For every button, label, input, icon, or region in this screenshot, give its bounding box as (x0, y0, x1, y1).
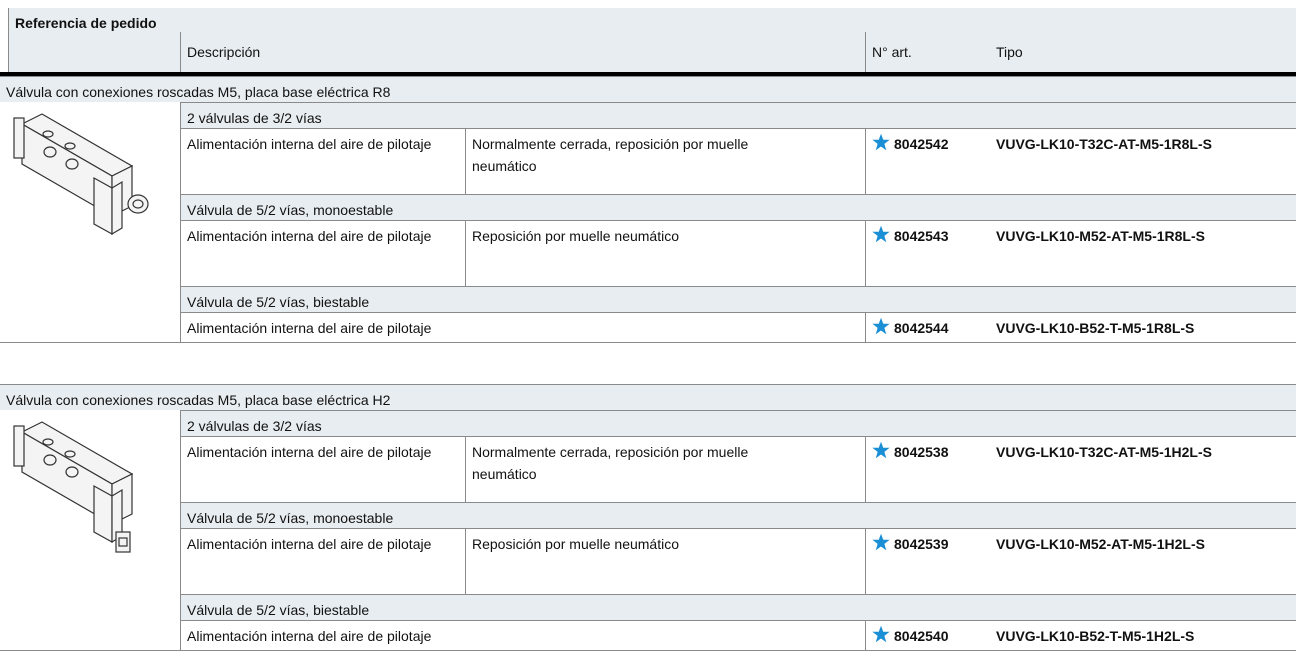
article-number-text: 8042544 (894, 320, 949, 336)
article-number-text: 8042542 (894, 136, 949, 152)
article-number: 8042538 (865, 436, 990, 502)
group-title: Válvula de 5/2 vías, monoestable (180, 194, 1296, 220)
group-title: 2 válvulas de 3/2 vías (180, 410, 1296, 436)
article-number: 8042542 (865, 128, 990, 194)
header-spacer (8, 32, 180, 72)
valve-image (13, 113, 149, 236)
group-title: Válvula de 5/2 vías, biestable (180, 594, 1296, 620)
group-title: Válvula de 5/2 vías, biestable (180, 286, 1296, 312)
article-number: 8042544 (865, 312, 990, 342)
supply: Alimentación interna del aire de pilotaj… (180, 312, 865, 342)
description: Normalmente cerrada, reposición por muel… (465, 128, 865, 194)
supply: Alimentación interna del aire de pilotaj… (180, 528, 465, 594)
star-icon (872, 317, 890, 335)
rule (0, 342, 1296, 343)
description: Reposición por muelle neumático (465, 220, 865, 286)
type-code: VUVG-LK10-T32C-AT-M5-1H2L-S (990, 436, 1296, 502)
type-code: VUVG-LK10-B52-T-M5-1H2L-S (990, 620, 1296, 650)
article-number: 8042543 (865, 220, 990, 286)
column-header: N° art. (865, 32, 990, 72)
article-number-text: 8042540 (894, 628, 949, 644)
supply: Alimentación interna del aire de pilotaj… (180, 620, 865, 650)
description: Reposición por muelle neumático (465, 528, 865, 594)
star-icon (872, 225, 890, 243)
description: Normalmente cerrada, reposición por muel… (465, 436, 865, 502)
star-icon (872, 533, 890, 551)
star-icon (872, 625, 890, 643)
column-header: Tipo (990, 32, 1296, 72)
rule (0, 384, 1296, 385)
group-title: Válvula de 5/2 vías, monoestable (180, 502, 1296, 528)
supply: Alimentación interna del aire de pilotaj… (180, 128, 465, 194)
rule (0, 650, 1296, 651)
article-number-text: 8042538 (894, 444, 949, 460)
type-code: VUVG-LK10-M52-AT-M5-1H2L-S (990, 528, 1296, 594)
column-header: Descripción (180, 32, 865, 72)
header-title: Referencia de pedido (8, 8, 1296, 32)
type-code: VUVG-LK10-T32C-AT-M5-1R8L-S (990, 128, 1296, 194)
section-title: Válvula con conexiones roscadas M5, plac… (0, 384, 1296, 410)
valve-image (13, 421, 134, 553)
type-code: VUVG-LK10-M52-AT-M5-1R8L-S (990, 220, 1296, 286)
article-number-text: 8042543 (894, 228, 949, 244)
supply: Alimentación interna del aire de pilotaj… (180, 436, 465, 502)
star-icon (872, 441, 890, 459)
type-code: VUVG-LK10-B52-T-M5-1R8L-S (990, 312, 1296, 342)
article-number: 8042540 (865, 620, 990, 650)
rule (0, 72, 1296, 76)
section-title: Válvula con conexiones roscadas M5, plac… (0, 76, 1296, 102)
group-title: 2 válvulas de 3/2 vías (180, 102, 1296, 128)
star-icon (872, 133, 890, 151)
article-number-text: 8042539 (894, 536, 949, 552)
article-number: 8042539 (865, 528, 990, 594)
supply: Alimentación interna del aire de pilotaj… (180, 220, 465, 286)
